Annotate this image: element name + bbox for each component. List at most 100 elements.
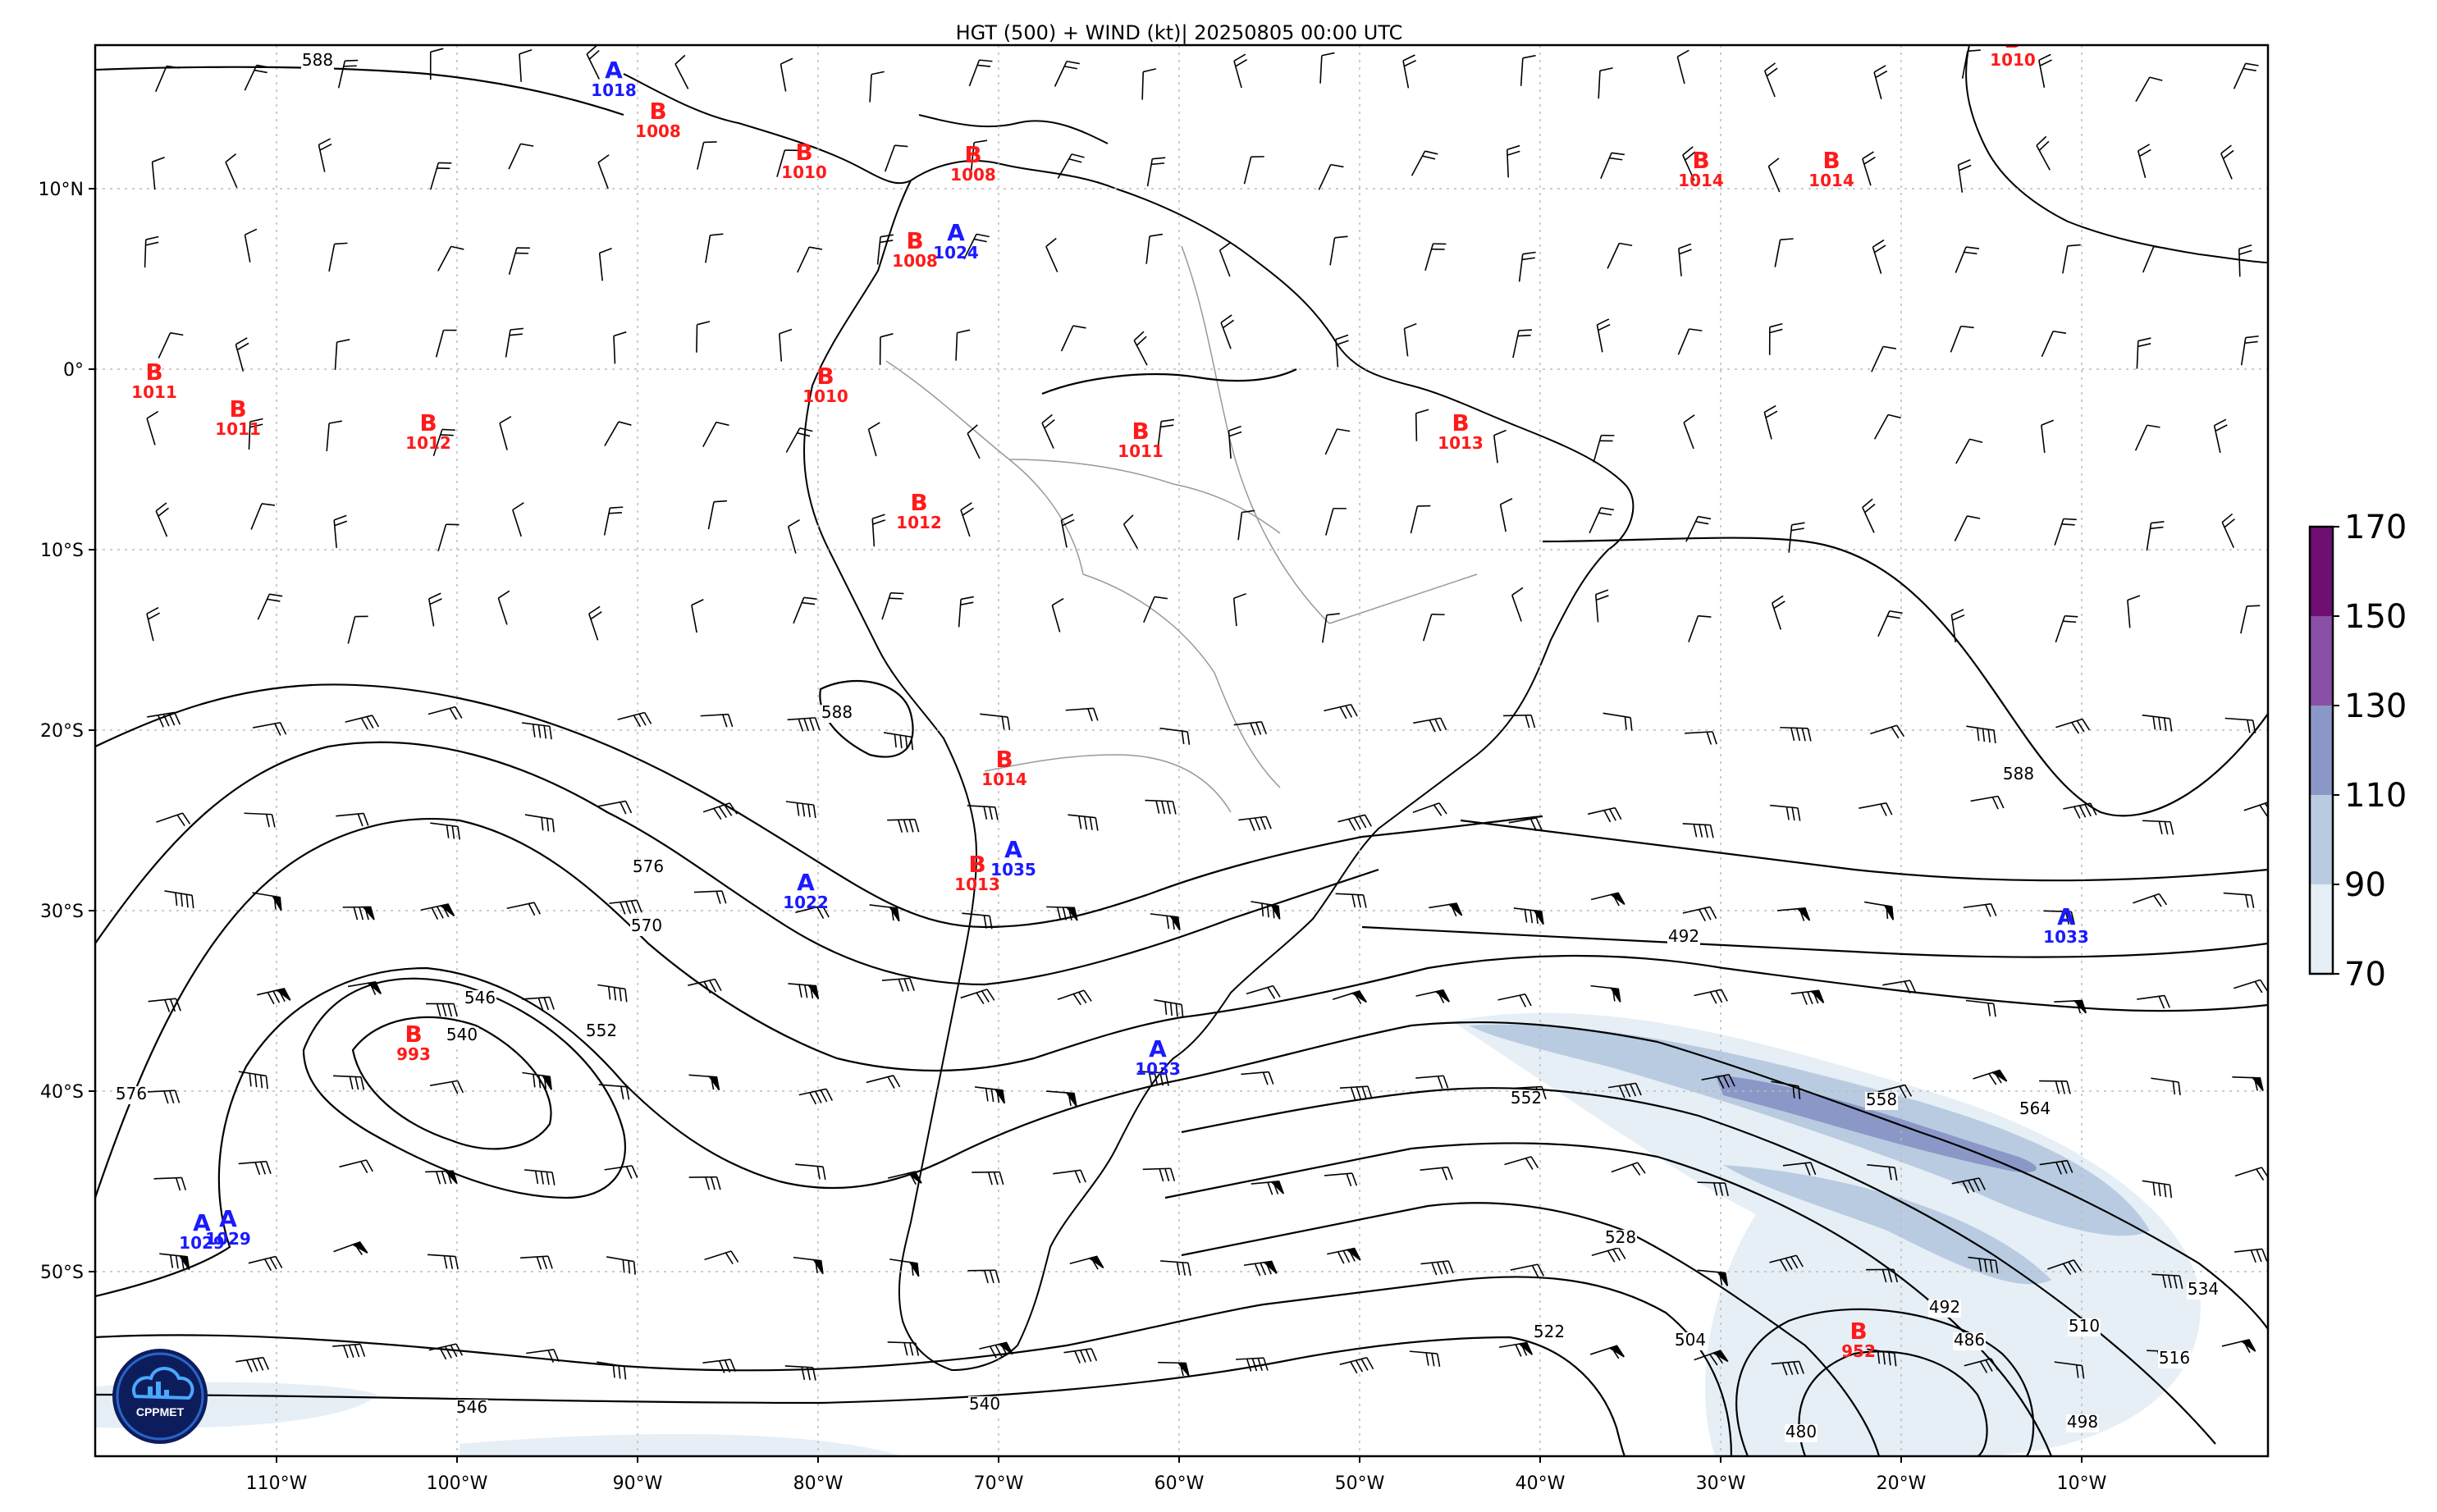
- wind-barb: [521, 996, 555, 1011]
- wind-barb: [1146, 157, 1166, 187]
- wind-barb: [1339, 1356, 1374, 1374]
- wind-barb: [704, 1250, 739, 1264]
- wind-barb: [1763, 404, 1778, 440]
- wind-barb: [1497, 993, 1532, 1007]
- wind-barb: [1513, 907, 1544, 925]
- wind-barb: [613, 331, 627, 364]
- wind-barbs: [144, 45, 2268, 1381]
- wind-barb: [426, 1003, 458, 1017]
- wind-barb: [604, 1165, 638, 1179]
- wind-barb: [1771, 595, 1785, 630]
- wind-barb: [1133, 331, 1148, 366]
- wind-barb: [1790, 989, 1825, 1005]
- wind-barb: [1415, 989, 1450, 1003]
- wind-barb: [1041, 413, 1055, 449]
- wind-barb: [2062, 244, 2081, 274]
- border-line: [1082, 573, 1281, 788]
- wind-barb: [604, 421, 632, 446]
- wind-barb: [332, 1343, 366, 1359]
- wind-barb: [1233, 721, 1268, 736]
- wind-barb: [1611, 1162, 1646, 1176]
- wind-barb: [1694, 989, 1728, 1004]
- contour-label: 486: [1954, 1330, 1985, 1350]
- shading-band-90b: [1723, 1165, 2051, 1285]
- center-value: 1011: [131, 382, 177, 402]
- wind-barb: [2142, 714, 2173, 732]
- wind-barb: [1593, 434, 1615, 463]
- wind-barb: [1607, 1082, 1642, 1099]
- contour-line: [95, 1336, 1626, 1456]
- wind-barb: [597, 984, 628, 1003]
- wind-barb: [1873, 65, 1888, 100]
- wind-barb: [430, 822, 460, 840]
- wind-barb: [1769, 1254, 1804, 1272]
- wind-barb: [257, 593, 283, 620]
- wind-barb: [2127, 595, 2141, 628]
- contour-label: 558: [1866, 1089, 1897, 1109]
- center-letter: B: [910, 489, 927, 516]
- wind-barb: [797, 246, 823, 273]
- wind-barb: [1600, 152, 1625, 179]
- contour-label-bg: [585, 1023, 618, 1041]
- contour-label: 492: [1929, 1297, 1960, 1317]
- center-value: 1035: [990, 860, 1036, 879]
- wind-barb: [2234, 1248, 2268, 1263]
- center-value: 1029: [205, 1229, 251, 1249]
- wind-barb: [1694, 1350, 1729, 1366]
- wind-barb: [788, 983, 820, 999]
- wind-barb: [1955, 438, 1983, 464]
- wind-barb: [345, 715, 380, 730]
- center-value: 1012: [896, 513, 942, 532]
- wind-barb: [1503, 714, 1536, 729]
- center-value: 1018: [591, 80, 637, 100]
- wind-barb: [1243, 1260, 1278, 1277]
- lat-tick-label: 30°S: [40, 902, 84, 922]
- contour-label: 570: [631, 916, 662, 935]
- wind-barb: [1243, 156, 1264, 185]
- wind-barb: [1420, 1260, 1454, 1276]
- border-line: [1181, 245, 1330, 624]
- wind-barb: [1963, 902, 1997, 917]
- wind-barb: [688, 1176, 721, 1190]
- contour-label-bg: [1674, 1332, 1707, 1350]
- wind-barb: [252, 892, 282, 911]
- center-value: 1008: [892, 251, 938, 271]
- colorbar-label: 150: [2344, 598, 2407, 636]
- wind-barb: [1324, 1172, 1358, 1186]
- wind-barb: [146, 410, 159, 445]
- wind-barb: [427, 1254, 459, 1270]
- lon-tick-label: 60°W: [1154, 1473, 1205, 1494]
- wind-barb: [697, 141, 717, 170]
- wind-barb: [428, 706, 463, 720]
- contour-line: [302, 977, 626, 1199]
- center-value: 1033: [2043, 927, 2089, 947]
- colorbar-segment: [2310, 527, 2333, 616]
- contour-line: [95, 741, 1379, 986]
- wind-barb: [1767, 158, 1781, 193]
- wind-barb: [1594, 589, 1609, 623]
- wind-barb: [158, 331, 184, 359]
- cloud-icon: [132, 1367, 194, 1400]
- wind-barb: [1324, 428, 1351, 455]
- map-title: HGT (500) + WIND (kt)| 20250805 00:00 UT…: [956, 21, 1403, 44]
- center-value: 1013: [954, 875, 1000, 894]
- center-letter: A: [605, 57, 623, 84]
- wind-barb: [1776, 907, 1811, 921]
- wind-barb: [1228, 425, 1242, 459]
- wind-barb: [1051, 597, 1064, 633]
- wind-barb: [1682, 906, 1717, 921]
- wind-barb: [1160, 1260, 1191, 1277]
- wind-barb: [1955, 246, 1980, 273]
- wind-barb: [1768, 322, 1783, 355]
- contour-labels: 588 588 588 576 570 546 540 552 576 552 558 564 534 5…: [115, 50, 2220, 1442]
- center-value: 1011: [1118, 441, 1164, 461]
- wind-barb: [1763, 62, 1778, 98]
- wind-barb: [884, 144, 908, 172]
- wind-barb: [1122, 514, 1138, 550]
- wind-barb: [1145, 799, 1177, 815]
- wind-barb: [696, 321, 711, 353]
- contour-label: 576: [633, 856, 664, 876]
- center-letter: B: [1692, 147, 1709, 174]
